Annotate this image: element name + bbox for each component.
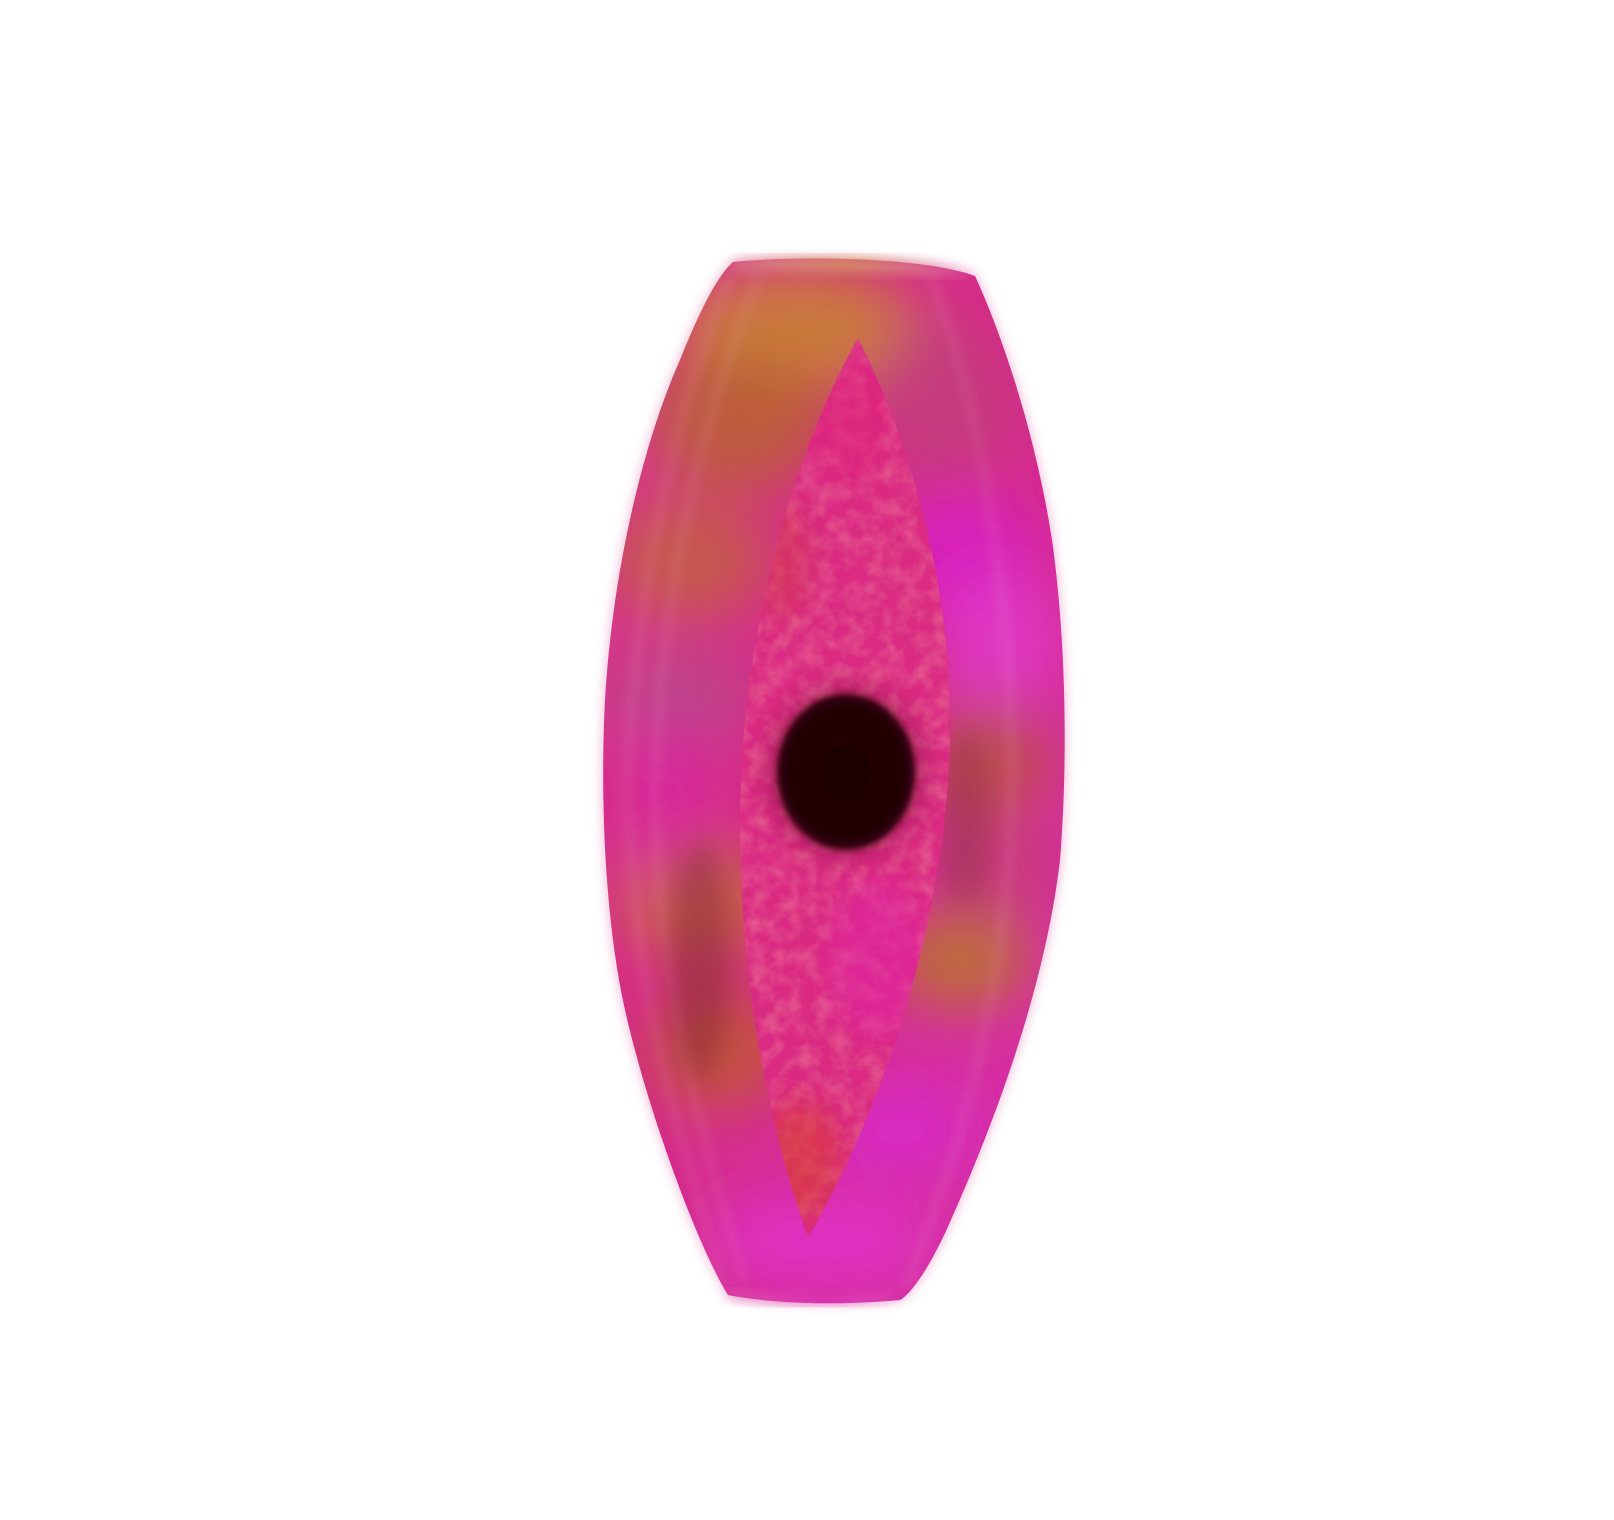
- bead-top-cap: [733, 257, 975, 276]
- bead-facet-lines: [626, 274, 1014, 1291]
- bead-hole: [774, 692, 918, 852]
- bead-shading: [670, 730, 990, 1080]
- bead-bottom-cap: [728, 1290, 900, 1305]
